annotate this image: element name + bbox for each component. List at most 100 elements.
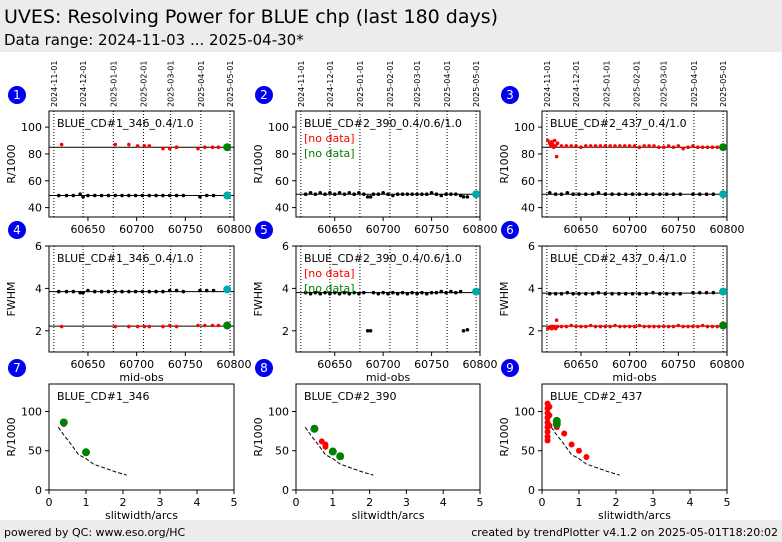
y-tick-label: 80 bbox=[521, 148, 535, 161]
data-point bbox=[223, 285, 232, 294]
plots-canvas: 1 2024-11-01 2024-12-01 2025-01-01 2025-02-0… bbox=[5, 60, 745, 520]
x-tick-label: 60700 bbox=[612, 358, 647, 371]
y-tick-label: 6 bbox=[35, 240, 42, 253]
data-point bbox=[544, 437, 551, 444]
y-axis-label: R/1000 bbox=[5, 144, 18, 183]
data-point bbox=[415, 291, 419, 296]
y-axis-label: FWHM bbox=[498, 282, 511, 317]
data-point bbox=[697, 290, 702, 295]
data-point bbox=[598, 144, 603, 148]
data-point bbox=[623, 192, 628, 196]
data-point bbox=[647, 324, 651, 329]
data-point bbox=[365, 329, 370, 333]
data-point bbox=[579, 145, 583, 150]
plot-frame bbox=[48, 383, 235, 491]
data-point bbox=[347, 191, 352, 195]
data-point bbox=[676, 144, 681, 148]
data-point bbox=[223, 191, 232, 200]
plot-frame bbox=[48, 245, 235, 353]
data-point bbox=[590, 192, 595, 196]
data-point bbox=[337, 191, 342, 195]
data-point bbox=[657, 145, 661, 150]
data-point bbox=[99, 289, 104, 294]
data-point bbox=[681, 324, 685, 329]
data-point bbox=[623, 291, 628, 296]
data-point bbox=[410, 192, 415, 196]
data-point bbox=[59, 324, 64, 329]
data-point bbox=[439, 193, 444, 198]
data-point bbox=[113, 193, 118, 198]
data-point bbox=[637, 192, 642, 196]
data-point bbox=[216, 323, 221, 328]
x-tick-label: 60750 bbox=[414, 223, 449, 236]
data-point bbox=[622, 324, 627, 329]
date-tick-label: 2025-02-01 bbox=[632, 61, 641, 108]
date-tick-label: 2025-05-01 bbox=[472, 60, 481, 107]
data-point bbox=[598, 324, 603, 329]
data-point bbox=[434, 192, 439, 196]
data-point bbox=[99, 193, 104, 198]
plot-frame bbox=[541, 110, 728, 218]
data-point bbox=[695, 324, 700, 329]
data-point bbox=[576, 447, 582, 454]
data-point bbox=[127, 289, 131, 294]
data-point bbox=[434, 290, 439, 295]
data-point bbox=[318, 291, 323, 296]
data-point bbox=[458, 193, 463, 198]
data-point bbox=[328, 191, 332, 195]
data-point bbox=[395, 291, 400, 296]
data-point bbox=[610, 291, 614, 296]
data-point bbox=[642, 324, 647, 329]
data-point bbox=[420, 290, 424, 295]
y-tick-label: 4 bbox=[528, 282, 535, 295]
data-point bbox=[181, 289, 186, 294]
data-point bbox=[202, 323, 207, 328]
data-point bbox=[167, 323, 172, 328]
panel-2: 2 2024-11-01 2024-12-01 2025-01-01 2025-02-0… bbox=[252, 60, 481, 221]
data-point bbox=[113, 324, 118, 329]
data-point bbox=[705, 324, 710, 329]
data-point bbox=[671, 192, 676, 196]
x-tick-label: 0 bbox=[539, 496, 546, 509]
x-tick-label: 60800 bbox=[710, 223, 745, 236]
data-point bbox=[691, 144, 695, 148]
data-point bbox=[142, 324, 147, 329]
x-tick-label: 60750 bbox=[661, 223, 696, 236]
data-point bbox=[651, 192, 655, 196]
panel-label: BLUE_CD#2_437_0.4/1.0 bbox=[550, 252, 687, 265]
data-point bbox=[82, 448, 90, 457]
data-point bbox=[342, 290, 347, 295]
page-subtitle: Data range: 2024-11-03 ... 2025-04-30* bbox=[4, 31, 304, 49]
x-tick-label: 60650 bbox=[317, 358, 352, 371]
data-point bbox=[630, 291, 635, 296]
data-point bbox=[147, 324, 152, 329]
data-point bbox=[198, 195, 202, 199]
panel-number-badge bbox=[501, 359, 519, 377]
data-point bbox=[652, 324, 656, 329]
data-point bbox=[303, 192, 308, 196]
data-point bbox=[596, 191, 601, 195]
x-tick-label: 4 bbox=[687, 496, 694, 509]
data-point bbox=[439, 289, 444, 294]
x-tick-label: 60700 bbox=[612, 223, 647, 236]
data-point bbox=[429, 290, 434, 295]
panel-number-badge bbox=[8, 221, 26, 239]
data-point bbox=[546, 138, 550, 143]
x-axis-label: mid-obs bbox=[612, 371, 657, 384]
data-point bbox=[715, 324, 720, 329]
y-tick-label: 40 bbox=[275, 202, 289, 215]
date-tick-label: 2024-12-01 bbox=[79, 61, 88, 108]
no-data-note: [no data] bbox=[304, 282, 355, 295]
data-point bbox=[546, 403, 553, 410]
footer-created: created by trendPlotter v4.1.2 on 2025-0… bbox=[471, 526, 778, 539]
data-point bbox=[671, 145, 676, 150]
x-tick-label: 0 bbox=[293, 496, 300, 509]
panel-number: 8 bbox=[260, 361, 268, 375]
date-tick-label: 2025-02-01 bbox=[386, 61, 395, 108]
x-axis-label: mid-obs bbox=[119, 371, 164, 384]
y-tick-label: 2 bbox=[35, 325, 42, 338]
data-point bbox=[661, 145, 666, 150]
data-point bbox=[92, 193, 97, 198]
data-point bbox=[161, 324, 165, 329]
data-point bbox=[352, 192, 356, 196]
